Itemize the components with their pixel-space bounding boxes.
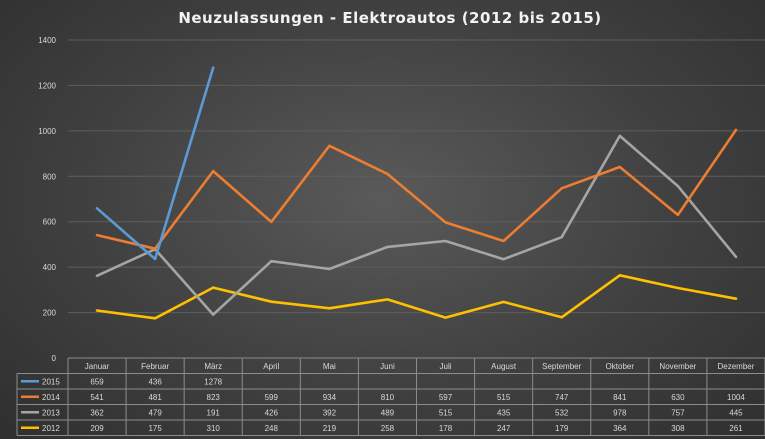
data-label: 599	[265, 393, 279, 402]
y-tick-label: 1400	[38, 36, 56, 45]
data-label: 310	[207, 424, 221, 433]
data-label: 179	[555, 424, 569, 433]
data-label: 747	[555, 393, 569, 402]
gridlines	[68, 39, 765, 314]
x-tick-label: Dezember	[718, 362, 755, 371]
data-label: 209	[90, 424, 104, 433]
x-tick-label: Februar	[141, 362, 169, 371]
data-label: 191	[207, 408, 221, 417]
y-tick-label: 800	[43, 172, 57, 181]
series-line-2012	[95, 273, 738, 320]
y-tick-label: 0	[52, 354, 57, 363]
data-label: 515	[439, 408, 453, 417]
series-line-2014	[95, 128, 738, 250]
series-lines	[95, 66, 738, 320]
y-tick-label: 1200	[38, 81, 56, 90]
data-label: 597	[439, 393, 453, 402]
data-label: 362	[90, 408, 104, 417]
data-label: 823	[207, 393, 221, 402]
data-label: 426	[265, 408, 279, 417]
data-label: 435	[497, 408, 511, 417]
data-label: 630	[671, 393, 685, 402]
data-label: 1278	[204, 377, 222, 386]
y-tick-label: 200	[43, 309, 57, 318]
data-label: 841	[613, 393, 627, 402]
x-tick-label: Mai	[323, 362, 336, 371]
chart-title: Neuzulassungen - Elektroautos (2012 bis …	[178, 9, 601, 27]
data-label: 1004	[727, 393, 745, 402]
data-label: 248	[265, 424, 279, 433]
data-label: 247	[497, 424, 511, 433]
data-table: Januar Februar März April Mai Juni Juli August S…	[16, 357, 765, 436]
data-label: 436	[148, 377, 162, 386]
x-tick-label: Juli	[440, 362, 452, 371]
data-label: 445	[729, 408, 743, 417]
data-label: 392	[323, 408, 337, 417]
data-label: 757	[671, 408, 685, 417]
data-label: 308	[671, 424, 685, 433]
x-tick-label: September	[542, 362, 581, 371]
x-tick-label: November	[659, 362, 696, 371]
data-label: 479	[148, 408, 162, 417]
x-tick-label: August	[491, 362, 517, 371]
data-label: 810	[381, 393, 395, 402]
data-label: 364	[613, 424, 627, 433]
legend-label: 2015	[42, 377, 60, 386]
series-line-2013	[95, 134, 738, 316]
data-label: 219	[323, 424, 337, 433]
series-line-2015	[95, 66, 215, 261]
x-tick-label: Juni	[380, 362, 395, 371]
data-label: 489	[381, 408, 395, 417]
legend-label: 2012	[42, 424, 60, 433]
y-tick-label: 1000	[38, 127, 56, 136]
legend-label: 2014	[42, 393, 60, 402]
data-label: 178	[439, 424, 453, 433]
legend-label: 2013	[42, 408, 60, 417]
data-label: 659	[90, 377, 104, 386]
data-label: 481	[148, 393, 162, 402]
data-label: 934	[323, 393, 337, 402]
data-label: 175	[148, 424, 162, 433]
y-tick-label: 400	[43, 263, 57, 272]
data-label: 532	[555, 408, 569, 417]
x-tick-label: Oktober	[606, 362, 635, 371]
y-axis-ticks: 0 200 400 600 800 1000 1200 1400	[38, 36, 56, 363]
x-tick-label: Januar	[85, 362, 110, 371]
x-tick-label: April	[263, 362, 279, 371]
data-label: 978	[613, 408, 627, 417]
data-label: 541	[90, 393, 104, 402]
y-tick-label: 600	[43, 218, 57, 227]
data-label: 515	[497, 393, 511, 402]
x-tick-label: März	[204, 362, 222, 371]
data-label: 261	[729, 424, 743, 433]
data-label: 258	[381, 424, 395, 433]
